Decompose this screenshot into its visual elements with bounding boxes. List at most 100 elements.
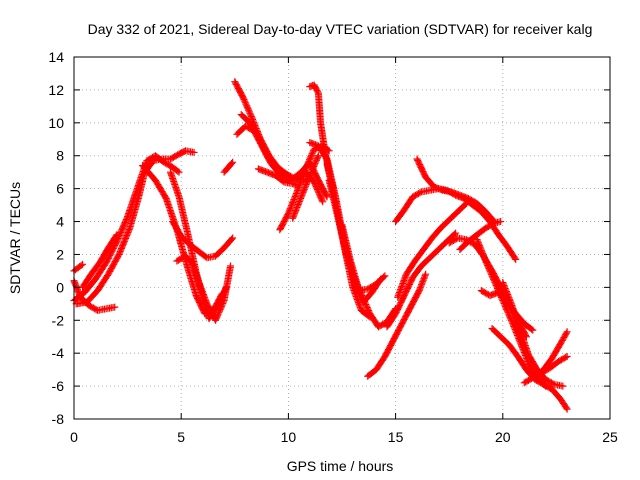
data-point-marker [294, 201, 302, 209]
data-point-marker [492, 280, 500, 288]
data-point-marker [481, 256, 489, 264]
data-point-marker [254, 132, 262, 140]
data-point-marker [212, 315, 220, 323]
data-point-marker [315, 189, 323, 197]
data-point-marker [302, 165, 310, 173]
data-point-marker [111, 303, 119, 311]
data-point-marker [245, 108, 253, 116]
series-arc-28 [456, 218, 505, 254]
data-point-marker [291, 208, 299, 216]
y-tick-label: 4 [56, 214, 64, 230]
data-point-marker [503, 306, 511, 314]
x-tick-label: 20 [495, 429, 511, 445]
data-point-marker [303, 179, 311, 187]
data-point-marker [289, 199, 297, 207]
data-point-marker [475, 240, 483, 248]
data-point-marker [490, 275, 498, 283]
x-axis-label: GPS time / hours [287, 458, 394, 474]
data-point-marker [314, 152, 322, 160]
data-point-marker [477, 246, 485, 254]
data-point-marker [489, 274, 497, 282]
data-point-marker [247, 111, 255, 119]
y-tick-label: -6 [52, 378, 65, 394]
data-point-marker [190, 148, 198, 156]
data-point-marker [512, 327, 520, 335]
data-point-marker [493, 283, 501, 291]
data-point-marker [492, 281, 500, 289]
data-point-marker [482, 259, 490, 267]
data-point-marker [227, 262, 235, 270]
data-point-marker [510, 322, 518, 330]
data-point-marker [323, 193, 331, 201]
data-point-marker [288, 200, 296, 208]
data-point-marker [504, 292, 512, 300]
data-point-marker [510, 324, 518, 332]
data-point-marker [260, 146, 268, 154]
data-point-marker [499, 280, 507, 288]
y-tick-label: 12 [48, 82, 64, 98]
series-arc-18 [306, 139, 400, 331]
data-point-marker [311, 159, 319, 167]
data-point-marker [312, 183, 320, 191]
series-arc-32 [499, 278, 567, 390]
data-point-marker [480, 254, 488, 262]
data-point-marker [304, 159, 312, 167]
data-point-marker [473, 236, 481, 244]
data-point-marker [474, 237, 482, 245]
data-point-marker [486, 266, 494, 274]
data-point-marker [317, 193, 325, 201]
data-point-marker [528, 325, 536, 333]
data-point-marker [308, 167, 316, 175]
data-point-marker [306, 154, 314, 162]
data-point-marker [300, 185, 308, 193]
data-point-marker [363, 304, 371, 312]
data-point-marker [213, 313, 221, 321]
data-point-marker [175, 168, 183, 176]
data-point-marker [292, 189, 300, 197]
data-point-marker [380, 273, 388, 281]
data-point-marker [318, 196, 326, 204]
data-point-marker [286, 205, 294, 213]
data-point-marker [488, 272, 496, 280]
data-point-marker [308, 150, 316, 158]
x-tick-label: 15 [388, 429, 404, 445]
data-point-marker [549, 380, 557, 388]
series-arc-23 [383, 229, 460, 331]
data-point-marker [287, 203, 295, 211]
x-tick-label: 25 [602, 429, 618, 445]
data-point-marker [308, 165, 316, 173]
series-arc-8 [169, 218, 237, 262]
data-point-marker [416, 189, 424, 197]
data-point-marker [291, 193, 299, 201]
data-point-marker [302, 182, 310, 190]
data-point-marker [297, 194, 305, 202]
data-point-marker [294, 202, 302, 210]
data-point-marker [301, 184, 309, 192]
axis-layer: 0 5 10 15 20 25 -8 -6 -4 -2 0 2 4 6 8 10 12 14 [48, 49, 618, 445]
series-arc-21 [338, 221, 389, 295]
data-point-marker [292, 207, 300, 215]
data-point-marker [307, 168, 315, 176]
data-point-marker [255, 134, 263, 142]
data-point-marker [246, 109, 254, 117]
data-point-marker [563, 352, 571, 360]
data-point-marker [299, 188, 307, 196]
data-point-marker [217, 303, 225, 311]
series-arc-16 [289, 152, 322, 222]
data-point-marker [219, 300, 227, 308]
data-point-marker [256, 137, 264, 145]
data-point-marker [286, 206, 294, 214]
data-point-marker [213, 312, 221, 320]
data-point-marker [309, 148, 317, 156]
data-point-marker [364, 305, 372, 313]
data-point-marker [289, 197, 297, 205]
data-point-marker [452, 229, 460, 237]
data-point-marker [313, 155, 321, 163]
y-tick-label: 2 [56, 246, 64, 262]
data-point-marker [314, 187, 322, 195]
data-point-marker [292, 191, 300, 199]
data-point-marker [303, 178, 311, 186]
data-point-marker [562, 329, 570, 337]
data-point-marker [509, 321, 517, 329]
